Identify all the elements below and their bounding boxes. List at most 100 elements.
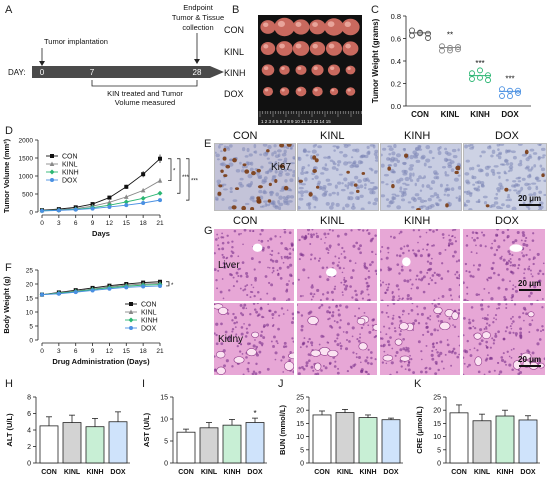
ki67-positive-nucleus bbox=[225, 164, 231, 169]
nucleus bbox=[465, 199, 471, 203]
he-nucleus bbox=[429, 277, 432, 279]
he-nucleus bbox=[416, 274, 419, 278]
nucleus bbox=[305, 171, 309, 174]
he-nucleus bbox=[504, 330, 507, 333]
he-nucleus bbox=[541, 306, 544, 309]
ruler bbox=[258, 111, 362, 125]
he-nucleus bbox=[433, 299, 436, 302]
he-nucleus bbox=[226, 234, 229, 237]
he-nucleus bbox=[239, 287, 242, 290]
ki67-positive-nucleus bbox=[223, 174, 228, 177]
he-nucleus bbox=[414, 319, 418, 323]
nucleus bbox=[308, 205, 311, 210]
he-nucleus bbox=[354, 289, 357, 293]
nucleus bbox=[388, 200, 394, 205]
he-nucleus bbox=[391, 291, 394, 294]
he-nucleus bbox=[472, 264, 475, 267]
he-nucleus bbox=[240, 332, 244, 336]
he-nucleus bbox=[242, 306, 245, 310]
nucleus bbox=[331, 191, 336, 195]
nucleus bbox=[277, 172, 283, 177]
he-nucleus bbox=[328, 317, 331, 320]
nucleus bbox=[285, 196, 289, 201]
he-nucleus bbox=[387, 304, 389, 307]
he-nucleus bbox=[469, 274, 473, 278]
nucleus bbox=[458, 195, 462, 199]
nucleus bbox=[540, 147, 546, 151]
he-nucleus bbox=[468, 321, 472, 325]
nucleus bbox=[408, 166, 414, 171]
kidney-tubule bbox=[382, 354, 394, 362]
j-x-tick-label: KINH bbox=[359, 469, 376, 476]
he-nucleus bbox=[336, 264, 340, 267]
ki67-positive-nucleus bbox=[274, 179, 278, 183]
f-x-tick-label: 3 bbox=[57, 348, 61, 355]
nucleus bbox=[322, 184, 327, 189]
he-nucleus bbox=[401, 313, 404, 316]
he-nucleus bbox=[479, 303, 484, 307]
liver-vessel bbox=[252, 243, 263, 252]
nucleus bbox=[300, 171, 305, 175]
nucleus bbox=[246, 147, 250, 153]
h-y-tick-label: 2 bbox=[27, 444, 31, 451]
nucleus bbox=[338, 173, 343, 176]
he-nucleus bbox=[430, 278, 434, 282]
he-nucleus bbox=[309, 292, 313, 296]
k-x-tick-label: DOX bbox=[520, 469, 536, 476]
he-nucleus bbox=[242, 243, 244, 246]
nucleus bbox=[216, 179, 222, 184]
timeline-end-label-3: collection bbox=[182, 23, 213, 32]
he-nucleus bbox=[497, 330, 500, 334]
he-nucleus bbox=[256, 302, 259, 305]
he-nucleus bbox=[486, 322, 489, 325]
panel-label-g: G bbox=[204, 225, 213, 237]
nucleus bbox=[540, 167, 546, 172]
k-y-tick-label: 5 bbox=[437, 447, 441, 454]
tumor-sample bbox=[274, 17, 295, 37]
nucleus bbox=[355, 186, 361, 189]
nucleus bbox=[492, 171, 496, 176]
h-x-tick-label: CON bbox=[41, 469, 57, 476]
ki67-positive-nucleus bbox=[217, 191, 222, 196]
nucleus bbox=[453, 177, 460, 182]
tumor-sample bbox=[345, 87, 356, 96]
he-nucleus bbox=[525, 253, 528, 257]
he-nucleus bbox=[398, 333, 402, 336]
he-nucleus bbox=[504, 287, 508, 291]
nucleus bbox=[369, 181, 375, 184]
he-nucleus bbox=[473, 347, 476, 350]
nucleus bbox=[490, 204, 496, 208]
ki67-positive-nucleus bbox=[242, 163, 247, 167]
he-nucleus bbox=[523, 272, 525, 275]
he-nucleus bbox=[420, 358, 423, 361]
he-nucleus bbox=[468, 318, 471, 321]
he-nucleus bbox=[417, 322, 421, 325]
kidney-tubule bbox=[527, 311, 535, 318]
nucleus bbox=[385, 198, 390, 201]
he-nucleus bbox=[391, 298, 395, 302]
he-nucleus bbox=[222, 349, 226, 353]
nucleus bbox=[521, 177, 526, 181]
nucleus bbox=[258, 189, 263, 194]
he-nucleus bbox=[339, 342, 342, 344]
nucleus bbox=[509, 198, 512, 202]
he-nucleus bbox=[374, 253, 377, 256]
he-nucleus bbox=[226, 312, 230, 315]
nucleus bbox=[343, 142, 347, 146]
he-nucleus bbox=[525, 312, 529, 316]
he-nucleus bbox=[243, 288, 247, 291]
nucleus bbox=[298, 186, 304, 190]
tumor-highlight bbox=[330, 66, 335, 70]
he-nucleus bbox=[537, 272, 540, 275]
k-x-tick-label: KINL bbox=[474, 469, 491, 476]
panel-label-h: H bbox=[5, 378, 13, 390]
he-nucleus bbox=[540, 330, 542, 333]
he-nucleus bbox=[511, 294, 515, 297]
he-nucleus bbox=[495, 318, 498, 321]
he-nucleus bbox=[242, 373, 245, 376]
he-nucleus bbox=[336, 234, 340, 238]
nucleus bbox=[498, 182, 503, 187]
he-nucleus bbox=[336, 343, 340, 347]
